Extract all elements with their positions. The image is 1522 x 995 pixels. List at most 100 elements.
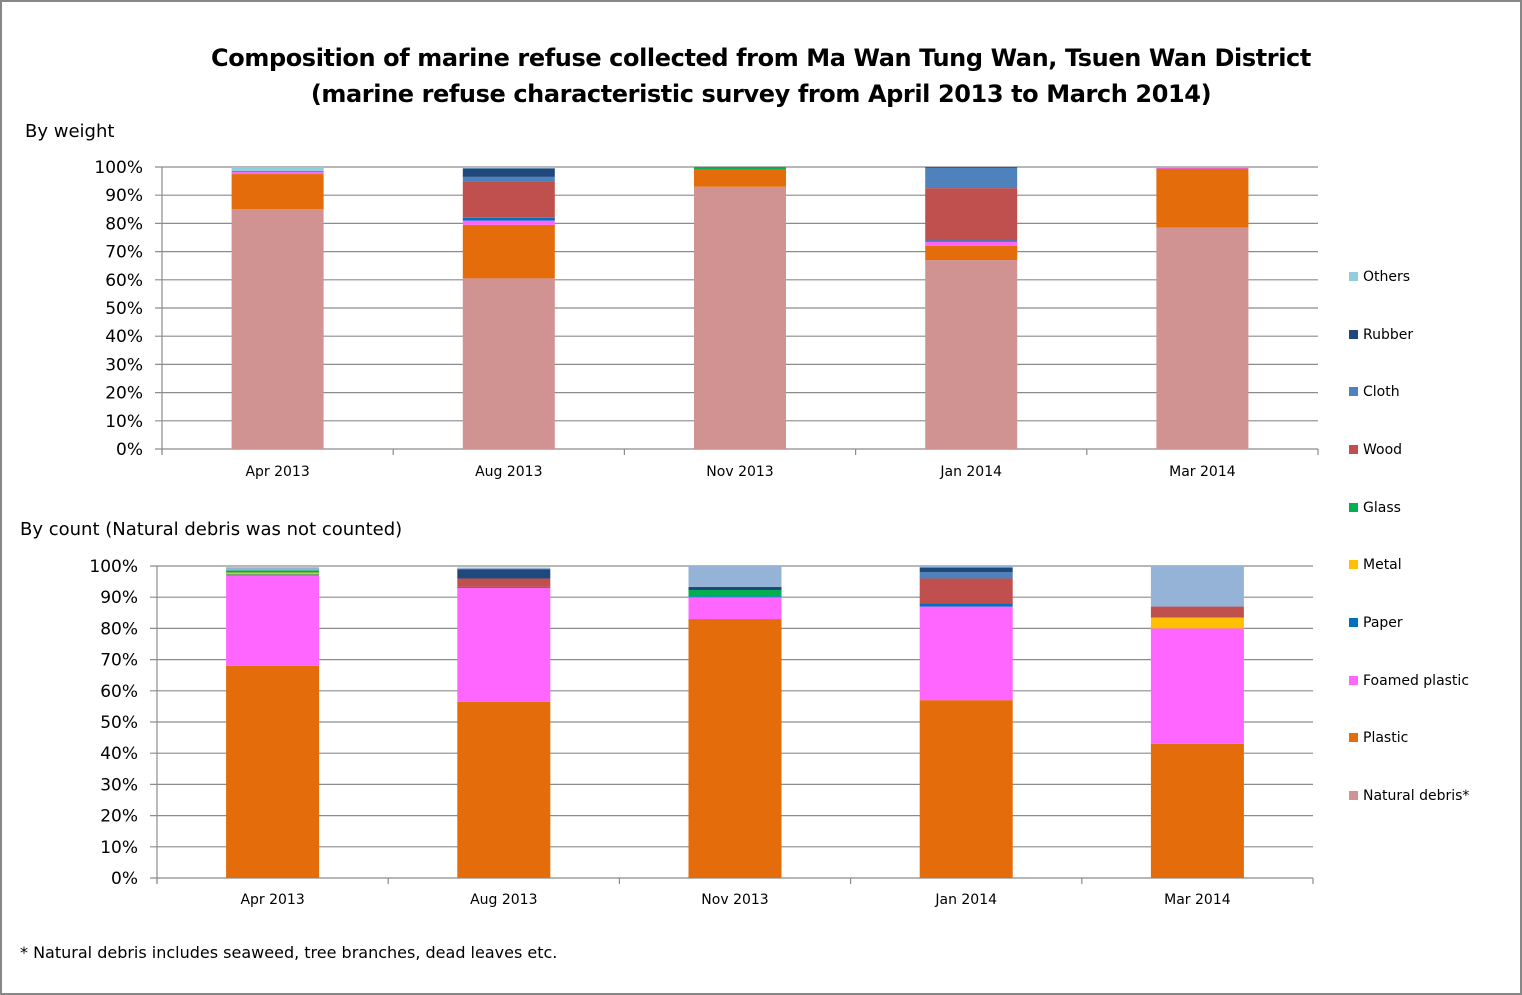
bar-segment-paper bbox=[462, 217, 555, 221]
x-tick-label: Jan 2014 bbox=[934, 892, 997, 908]
legend-swatch bbox=[1349, 733, 1358, 742]
y-tick-label: 10% bbox=[105, 412, 143, 432]
bar-segment-plastic bbox=[1156, 168, 1249, 228]
bar-segment-foamed-plastic bbox=[1150, 628, 1244, 744]
legend-label: Cloth bbox=[1363, 384, 1400, 400]
legend-label: Plastic bbox=[1363, 730, 1409, 746]
legend-item: Foamed plastic bbox=[1349, 672, 1469, 690]
bar-segment-glass bbox=[226, 570, 320, 573]
bar-segment-natural-debris bbox=[925, 260, 1018, 449]
bar-segment-others bbox=[1156, 167, 1249, 168]
y-tick-label: 90% bbox=[105, 186, 143, 206]
legend-swatch bbox=[1349, 387, 1358, 396]
legend-label: Paper bbox=[1363, 615, 1403, 631]
bar-segment-plastic bbox=[925, 245, 1018, 261]
bar-segment-wood bbox=[462, 181, 555, 218]
legend-item: Natural debris* bbox=[1349, 787, 1469, 805]
y-tick-label: 30% bbox=[105, 355, 143, 375]
x-tick-label: Mar 2014 bbox=[1164, 892, 1231, 908]
y-tick-label: 70% bbox=[100, 651, 138, 671]
legend-swatch bbox=[1349, 676, 1358, 685]
bar-segment-paper bbox=[688, 596, 782, 598]
legend-swatch bbox=[1349, 503, 1358, 512]
bar-segment-plastic bbox=[1150, 743, 1244, 878]
y-tick-label: 10% bbox=[100, 838, 138, 858]
legend-item: Cloth bbox=[1349, 383, 1400, 401]
bar-segment-wood bbox=[457, 578, 551, 587]
y-tick-label: 60% bbox=[105, 271, 143, 291]
bar-segment-plastic bbox=[457, 701, 551, 878]
bar-segment-glass bbox=[688, 590, 782, 597]
x-tick-label: Apr 2013 bbox=[240, 892, 304, 908]
bar-segment-others bbox=[919, 566, 1013, 568]
legend-label: Glass bbox=[1363, 500, 1401, 516]
bar-segment-rubber bbox=[925, 167, 1018, 168]
bar-segment-paper bbox=[925, 240, 1018, 242]
bar-segment-cloth bbox=[919, 572, 1013, 579]
x-tick-label: Nov 2013 bbox=[701, 892, 768, 908]
chart-title-line2: (marine refuse characteristic survey fro… bbox=[310, 80, 1212, 108]
x-tick-label: Apr 2013 bbox=[245, 464, 309, 480]
legend-swatch bbox=[1349, 560, 1358, 569]
y-tick-label: 100% bbox=[94, 158, 143, 178]
bar-segment-cloth bbox=[925, 167, 1018, 189]
bar-segment-paper bbox=[231, 171, 324, 173]
legend-item: Paper bbox=[1349, 614, 1403, 632]
bar-segment-rubber bbox=[919, 567, 1013, 573]
legend-label: Foamed plastic bbox=[1363, 673, 1470, 689]
legend-swatch bbox=[1349, 330, 1358, 339]
y-tick-label: 20% bbox=[105, 384, 143, 404]
x-tick-label: Aug 2013 bbox=[475, 464, 542, 480]
bar-segment-paper bbox=[226, 574, 320, 576]
bar-segment-plastic bbox=[462, 224, 555, 279]
bar-segment-others bbox=[226, 567, 320, 571]
bar-segment-metal bbox=[1150, 617, 1244, 629]
footnote: * Natural debris includes seaweed, tree … bbox=[20, 943, 558, 962]
x-tick-label: Aug 2013 bbox=[470, 892, 537, 908]
y-tick-label: 0% bbox=[111, 869, 138, 889]
y-tick-label: 80% bbox=[100, 619, 138, 639]
legend-label: Rubber bbox=[1363, 327, 1414, 343]
legend-swatch bbox=[1349, 618, 1358, 627]
legend-label: Wood bbox=[1363, 442, 1403, 458]
y-tick-label: 20% bbox=[100, 807, 138, 827]
bar-segment-plastic bbox=[688, 619, 782, 878]
bar-segment-foamed-plastic bbox=[457, 587, 551, 702]
bar-segment-foamed-plastic bbox=[688, 597, 782, 620]
y-tick-label: 100% bbox=[89, 557, 138, 577]
y-tick-label: 90% bbox=[100, 588, 138, 608]
legend-label: Others bbox=[1363, 269, 1411, 285]
bar-segment-foamed-plastic bbox=[231, 172, 324, 175]
bar-segment-others bbox=[1150, 566, 1244, 607]
bar-segment-wood bbox=[1156, 167, 1249, 169]
bar-segment-metal bbox=[226, 572, 320, 575]
y-tick-label: 0% bbox=[116, 440, 143, 460]
bar-segment-natural-debris bbox=[1156, 227, 1249, 449]
count-chart-title: By count (Natural debris was not counted… bbox=[20, 519, 403, 540]
y-tick-label: 40% bbox=[100, 744, 138, 764]
legend-item: Wood bbox=[1349, 441, 1402, 459]
y-tick-label: 30% bbox=[100, 775, 138, 795]
bar-segment-rubber bbox=[457, 569, 551, 579]
bar-segment-plastic bbox=[231, 174, 324, 210]
legend-swatch bbox=[1349, 272, 1358, 281]
legend-item: Rubber bbox=[1349, 326, 1413, 344]
legend-label: Natural debris* bbox=[1363, 788, 1470, 804]
y-tick-label: 70% bbox=[105, 243, 143, 263]
x-tick-label: Mar 2014 bbox=[1169, 464, 1236, 480]
x-tick-label: Nov 2013 bbox=[706, 464, 773, 480]
bar-segment-wood bbox=[1150, 606, 1244, 618]
y-tick-label: 40% bbox=[105, 327, 143, 347]
x-tick-label: Jan 2014 bbox=[939, 464, 1002, 480]
legend-swatch bbox=[1349, 445, 1358, 454]
bar-segment-plastic bbox=[919, 700, 1013, 878]
bar-segment-rubber bbox=[462, 168, 555, 177]
y-tick-label: 50% bbox=[100, 713, 138, 733]
legend-item: Plastic bbox=[1349, 729, 1408, 747]
bar-segment-others bbox=[231, 167, 324, 172]
weight-chart-title: By weight bbox=[25, 121, 115, 142]
y-tick-label: 60% bbox=[100, 682, 138, 702]
bar-segment-plastic bbox=[226, 665, 320, 878]
